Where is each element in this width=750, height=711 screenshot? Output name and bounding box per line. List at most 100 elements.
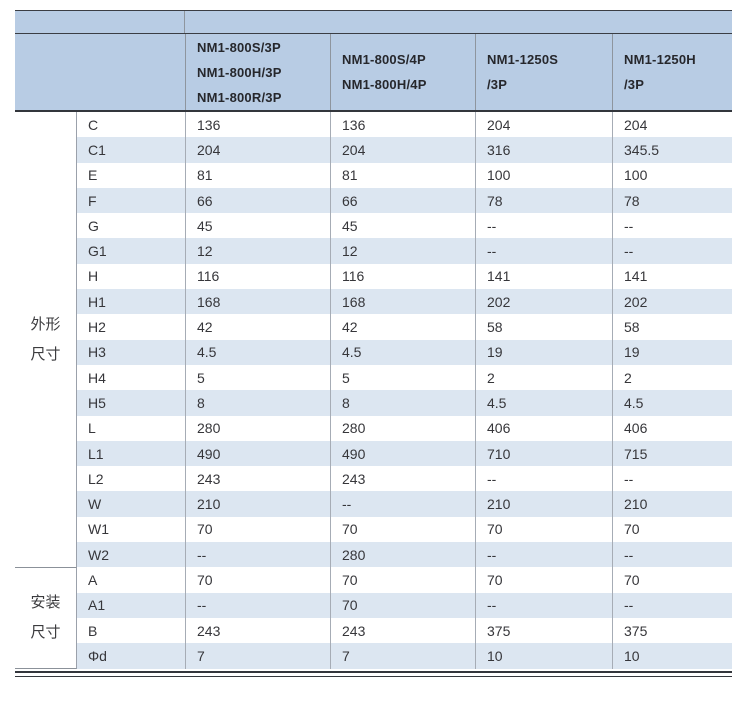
value-cell: 710 xyxy=(475,440,612,467)
value-cell: -- xyxy=(612,542,732,568)
value-cell: 375 xyxy=(475,617,612,644)
header-col-nm1-800-3p: NM1-800S/3P NM1-800H/3P NM1-800R/3P xyxy=(185,34,330,110)
value-cell: 243 xyxy=(185,617,330,644)
param-label: G xyxy=(77,213,185,239)
value-cell: 19 xyxy=(475,339,612,365)
value-cell: 204 xyxy=(475,112,612,138)
value-cell: 243 xyxy=(330,466,475,492)
value-cell: 141 xyxy=(475,263,612,290)
section-label-line: 安装 xyxy=(30,593,61,611)
section-label-line: 尺寸 xyxy=(30,623,61,641)
section-label-line: 尺寸 xyxy=(30,345,61,363)
value-cell: -- xyxy=(475,542,612,568)
header-line: /3P xyxy=(624,77,645,92)
value-cell: 12 xyxy=(185,238,330,264)
param-label: W xyxy=(77,491,185,517)
value-cell: 2 xyxy=(612,364,732,391)
value-cell: 70 xyxy=(612,516,732,543)
header-line: /3P xyxy=(487,77,508,92)
value-cell: 116 xyxy=(330,263,475,290)
header-line: NM1-1250S xyxy=(487,52,559,67)
value-cell: 210 xyxy=(475,491,612,517)
value-cell: 280 xyxy=(330,415,475,441)
value-cell: 202 xyxy=(475,289,612,315)
value-cell: 70 xyxy=(330,567,475,593)
value-cell: 70 xyxy=(185,567,330,593)
param-label: F xyxy=(77,187,185,214)
param-label: H3 xyxy=(77,339,185,365)
section-label: 安装 尺寸 xyxy=(15,567,77,669)
value-cell: 168 xyxy=(330,289,475,315)
table-top-strip xyxy=(15,11,732,34)
section-label-line: 外形 xyxy=(30,315,61,333)
value-cell: 19 xyxy=(612,339,732,365)
value-cell: 345.5 xyxy=(612,137,732,163)
value-cell: 280 xyxy=(185,415,330,441)
value-cell: 70 xyxy=(475,567,612,593)
value-cell: 100 xyxy=(475,162,612,188)
value-cell: 168 xyxy=(185,289,330,315)
value-cell: -- xyxy=(475,466,612,492)
value-cell: 45 xyxy=(330,213,475,239)
value-cell: 81 xyxy=(185,162,330,188)
value-cell: -- xyxy=(330,491,475,517)
param-label: W2 xyxy=(77,542,185,568)
param-label: A1 xyxy=(77,592,185,618)
value-cell: 81 xyxy=(330,162,475,188)
header-col-nm1-1250s: NM1-1250S /3P xyxy=(475,34,612,110)
value-cell: 66 xyxy=(330,187,475,214)
value-cell: 490 xyxy=(185,440,330,467)
value-cell: 66 xyxy=(185,187,330,214)
value-cell: 4.5 xyxy=(475,390,612,416)
value-cell: 42 xyxy=(330,314,475,340)
value-cell: 280 xyxy=(330,542,475,568)
value-cell: 210 xyxy=(612,491,732,517)
value-cell: 116 xyxy=(185,263,330,290)
param-label: C1 xyxy=(77,137,185,163)
value-cell: -- xyxy=(612,592,732,618)
param-label: H5 xyxy=(77,390,185,416)
top-strip-left-cell xyxy=(15,11,185,33)
value-cell: 78 xyxy=(475,187,612,214)
header-line: NM1-1250H xyxy=(624,52,696,67)
value-cell: 2 xyxy=(475,364,612,391)
value-cell: 100 xyxy=(612,162,732,188)
value-cell: 243 xyxy=(185,466,330,492)
value-cell: -- xyxy=(612,466,732,492)
header-line: NM1-800S/4P xyxy=(342,52,426,67)
param-label: A xyxy=(77,567,185,593)
value-cell: 42 xyxy=(185,314,330,340)
header-line: NM1-800H/3P xyxy=(197,64,282,80)
value-cell: 4.5 xyxy=(185,339,330,365)
value-cell: 316 xyxy=(475,137,612,163)
dimensions-table: NM1-800S/3P NM1-800H/3P NM1-800R/3P NM1-… xyxy=(15,10,732,677)
header-line: NM1-800H/4P xyxy=(342,77,427,92)
value-cell: 204 xyxy=(612,112,732,138)
value-cell: 204 xyxy=(185,137,330,163)
value-cell: 375 xyxy=(612,617,732,644)
value-cell: 70 xyxy=(330,592,475,618)
value-cell: 70 xyxy=(612,567,732,593)
value-cell: -- xyxy=(612,213,732,239)
value-cell: 70 xyxy=(185,516,330,543)
param-label: H2 xyxy=(77,314,185,340)
value-cell: -- xyxy=(185,542,330,568)
value-cell: 202 xyxy=(612,289,732,315)
param-label: E xyxy=(77,162,185,188)
param-label: B xyxy=(77,617,185,644)
param-label: C xyxy=(77,112,185,138)
value-cell: -- xyxy=(475,213,612,239)
value-cell: 7 xyxy=(185,643,330,669)
value-cell: 406 xyxy=(475,415,612,441)
value-cell: 243 xyxy=(330,617,475,644)
header-line: NM1-800R/3P xyxy=(197,89,282,105)
value-cell: 4.5 xyxy=(330,339,475,365)
param-label: H xyxy=(77,263,185,290)
param-label: Φd xyxy=(77,643,185,669)
value-cell: 12 xyxy=(330,238,475,264)
value-cell: 10 xyxy=(475,643,612,669)
value-cell: 406 xyxy=(612,415,732,441)
value-cell: 58 xyxy=(475,314,612,340)
value-cell: 45 xyxy=(185,213,330,239)
param-label: H4 xyxy=(77,364,185,391)
